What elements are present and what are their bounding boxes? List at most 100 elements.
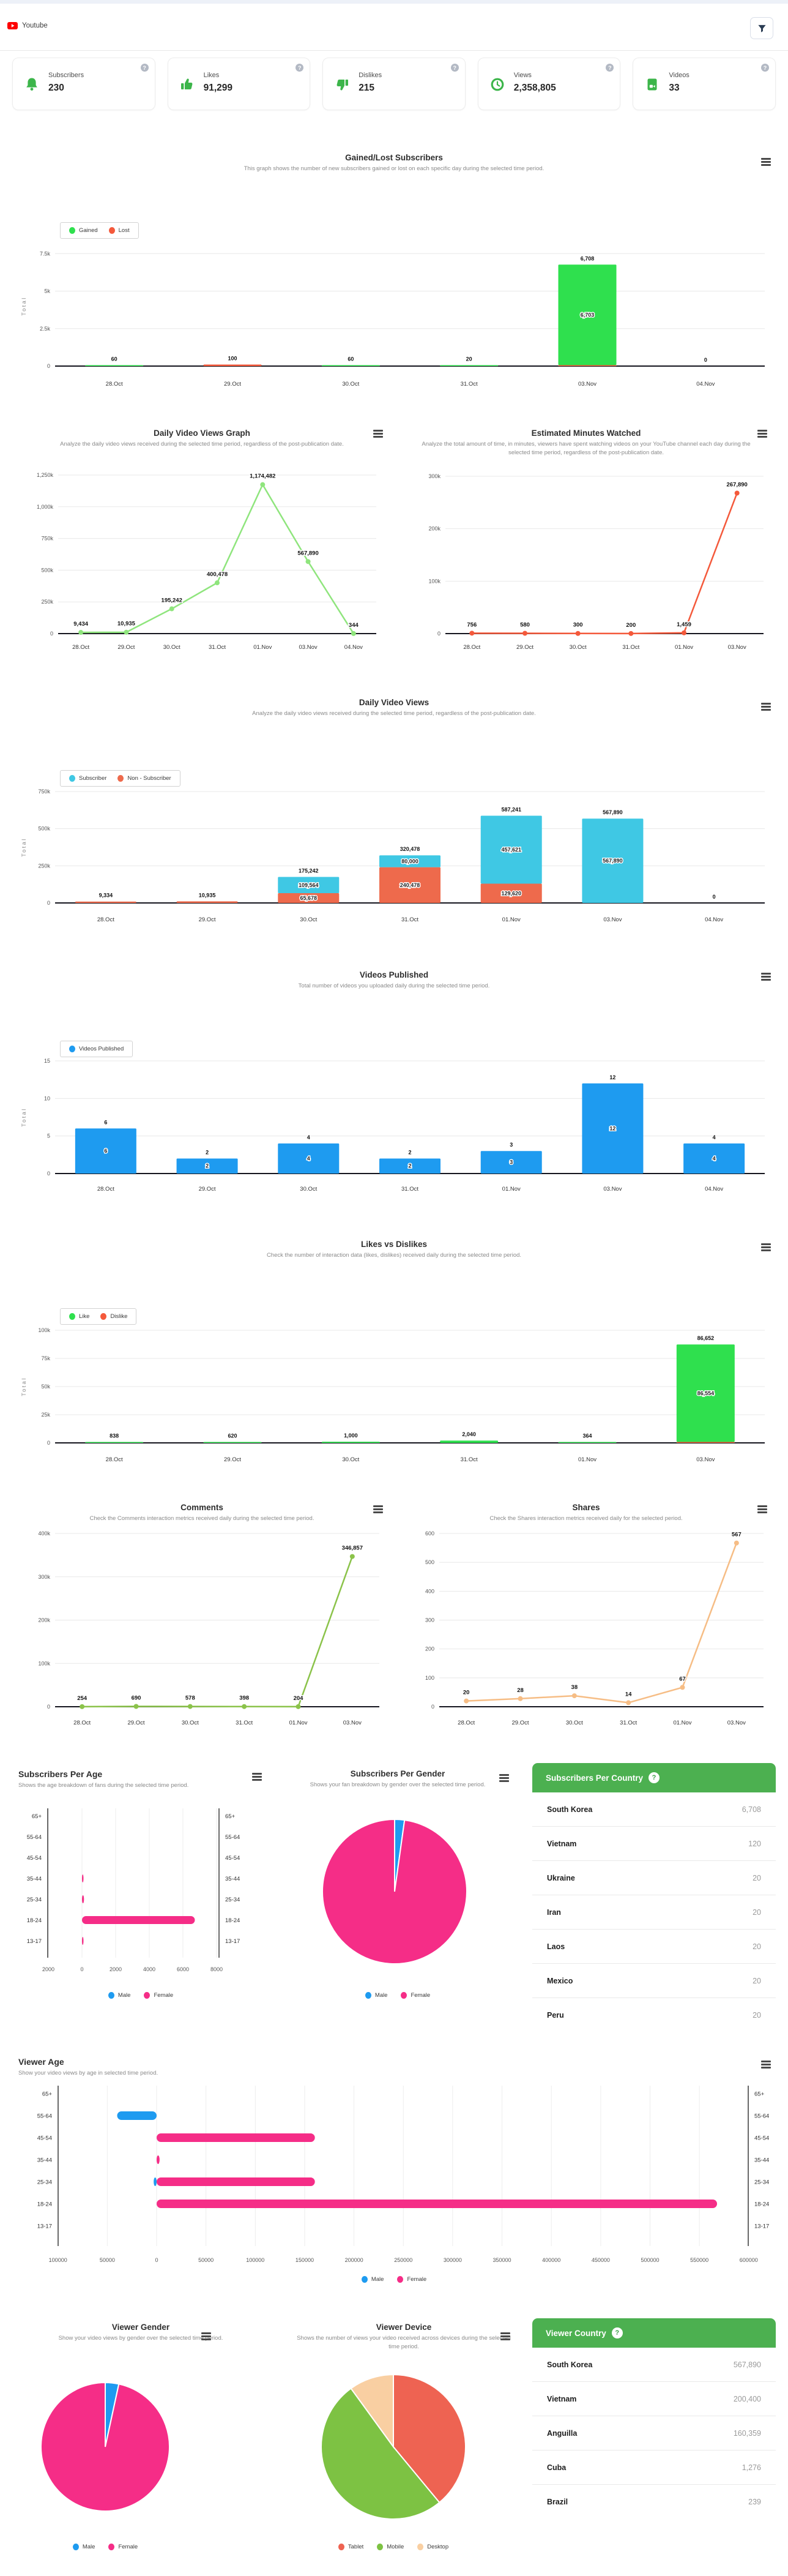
- legend-item[interactable]: Male: [361, 2276, 384, 2283]
- legend-item[interactable]: Desktop: [417, 2544, 448, 2550]
- chart-menu-icon[interactable]: [499, 1774, 509, 1783]
- legend-item[interactable]: Like: [69, 1313, 89, 1320]
- legend-item[interactable]: Female: [397, 2276, 426, 2283]
- svg-text:25-34: 25-34: [37, 2179, 52, 2186]
- legend-item[interactable]: Female: [108, 2544, 138, 2550]
- chart-menu-icon[interactable]: [757, 430, 767, 439]
- svg-text:550000: 550000: [690, 2257, 708, 2263]
- svg-text:14: 14: [625, 1691, 632, 1698]
- svg-text:457,621: 457,621: [501, 847, 521, 853]
- svg-text:Total: Total: [21, 296, 27, 316]
- chart-menu-icon[interactable]: [373, 430, 383, 439]
- svg-text:45-54: 45-54: [754, 2135, 769, 2142]
- chart-menu-icon[interactable]: [252, 1773, 262, 1782]
- svg-text:29.Oct: 29.Oct: [199, 1186, 216, 1193]
- legend-item[interactable]: Male: [365, 1992, 387, 1999]
- svg-text:2: 2: [206, 1163, 209, 1169]
- chart-menu-icon[interactable]: [201, 2332, 211, 2342]
- chart-title: Daily Video Views: [359, 698, 429, 707]
- svg-text:29.Oct: 29.Oct: [117, 644, 135, 651]
- chart-title: Viewer Device: [376, 2323, 432, 2332]
- help-icon[interactable]: ?: [606, 64, 614, 72]
- chart-menu-icon[interactable]: [761, 158, 771, 167]
- legend-item[interactable]: Non - Subscriber: [117, 775, 171, 782]
- viewer-country-table: Viewer Country ? South Korea 567,890 Vietn…: [532, 2318, 776, 2518]
- table-row: Vietnam 200,400: [532, 2382, 776, 2416]
- legend-item[interactable]: Mobile: [377, 2544, 404, 2550]
- svg-text:300k: 300k: [38, 1574, 50, 1580]
- legend-item[interactable]: Subscriber: [69, 775, 106, 782]
- legend-item[interactable]: Female: [144, 1992, 173, 1999]
- chart-menu-icon[interactable]: [757, 1505, 767, 1515]
- country-value: 567,890: [733, 2360, 761, 2369]
- filter-button[interactable]: [750, 17, 773, 39]
- legend-item[interactable]: Tablet: [338, 2544, 363, 2550]
- svg-text:0: 0: [713, 894, 716, 900]
- legend-item[interactable]: Male: [108, 1992, 130, 1999]
- chart-title: Likes vs Dislikes: [360, 1240, 428, 1249]
- svg-text:65+: 65+: [754, 2091, 765, 2098]
- svg-text:838: 838: [110, 1432, 119, 1439]
- svg-text:28: 28: [517, 1687, 524, 1694]
- country-value: 200,400: [733, 2394, 761, 2403]
- chart-menu-icon[interactable]: [761, 703, 771, 712]
- svg-text:1,000: 1,000: [344, 1432, 358, 1439]
- svg-text:01.Nov: 01.Nov: [289, 1720, 307, 1726]
- svg-text:30.Oct: 30.Oct: [300, 1186, 317, 1193]
- svg-text:204: 204: [294, 1695, 304, 1702]
- brand: Youtube: [7, 22, 48, 29]
- country-name: South Korea: [547, 2360, 593, 2369]
- help-icon[interactable]: ?: [611, 2327, 623, 2338]
- thumbs-up-icon: [179, 77, 195, 92]
- legend-dot-icon: [401, 1992, 407, 1999]
- svg-text:25-34: 25-34: [27, 1896, 42, 1903]
- help-icon[interactable]: ?: [140, 64, 149, 72]
- svg-text:6: 6: [104, 1148, 107, 1154]
- chart-menu-icon[interactable]: [761, 973, 771, 982]
- svg-text:8000: 8000: [210, 1966, 223, 1972]
- legend-item[interactable]: Videos Published: [69, 1046, 124, 1052]
- legend-label: Mobile: [387, 2544, 404, 2550]
- svg-text:300000: 300000: [444, 2257, 462, 2263]
- chart-subtitle: Check the Shares interaction metrics rec…: [489, 1515, 683, 1522]
- legend-item[interactable]: Male: [72, 2544, 95, 2550]
- legend-item[interactable]: Dislike: [100, 1313, 127, 1320]
- legend-label: Female: [118, 2544, 138, 2550]
- svg-text:35-44: 35-44: [27, 1876, 42, 1882]
- chart-menu-icon[interactable]: [373, 1505, 383, 1515]
- country-name: Vietnam: [547, 1839, 577, 1848]
- svg-text:45-54: 45-54: [27, 1855, 42, 1862]
- legend-item[interactable]: Female: [401, 1992, 430, 1999]
- chart-subtitle: Shows your fan breakdown by gender over …: [310, 1781, 486, 1788]
- svg-text:0: 0: [80, 1966, 83, 1972]
- help-icon[interactable]: ?: [649, 1772, 660, 1783]
- chart-menu-icon[interactable]: [761, 1243, 771, 1252]
- help-icon[interactable]: ?: [760, 64, 769, 72]
- svg-text:55-64: 55-64: [37, 2113, 52, 2120]
- chart-menu-icon[interactable]: [761, 2061, 771, 2070]
- legend-item[interactable]: Gained: [69, 227, 98, 234]
- chart-title: Viewer Gender: [111, 2323, 170, 2332]
- svg-text:600000: 600000: [740, 2257, 758, 2263]
- table-header: Subscribers Per Country ?: [532, 1763, 776, 1792]
- chart-legend: Male Female: [12, 2276, 776, 2283]
- daily-video-views-line-chart: 0 250k 500k 750k 1,000k 1,250k 28.Oct 29.Oct 30.…: [12, 452, 392, 654]
- svg-text:04.Nov: 04.Nov: [705, 1186, 723, 1193]
- svg-text:100000: 100000: [246, 2257, 264, 2263]
- chart-subtitle: This graph shows the number of new subsc…: [243, 165, 545, 172]
- svg-text:28.Oct: 28.Oct: [72, 644, 89, 651]
- svg-text:200: 200: [626, 622, 636, 629]
- help-icon[interactable]: ?: [296, 64, 304, 72]
- chart-legend: Tablet Mobile Desktop: [275, 2544, 511, 2550]
- svg-text:28.Oct: 28.Oct: [458, 1720, 475, 1726]
- svg-text:65,678: 65,678: [300, 895, 318, 901]
- svg-text:2000: 2000: [110, 1966, 122, 1972]
- chart-subtitle: Total number of videos you uploaded dail…: [298, 983, 490, 989]
- chart-menu-icon[interactable]: [500, 2332, 510, 2342]
- svg-text:35-44: 35-44: [37, 2157, 52, 2164]
- country-name: Anguilla: [547, 2428, 578, 2438]
- svg-text:Total: Total: [21, 837, 27, 857]
- help-icon[interactable]: ?: [450, 64, 459, 72]
- svg-text:0: 0: [437, 631, 440, 637]
- legend-item[interactable]: Lost: [108, 227, 130, 234]
